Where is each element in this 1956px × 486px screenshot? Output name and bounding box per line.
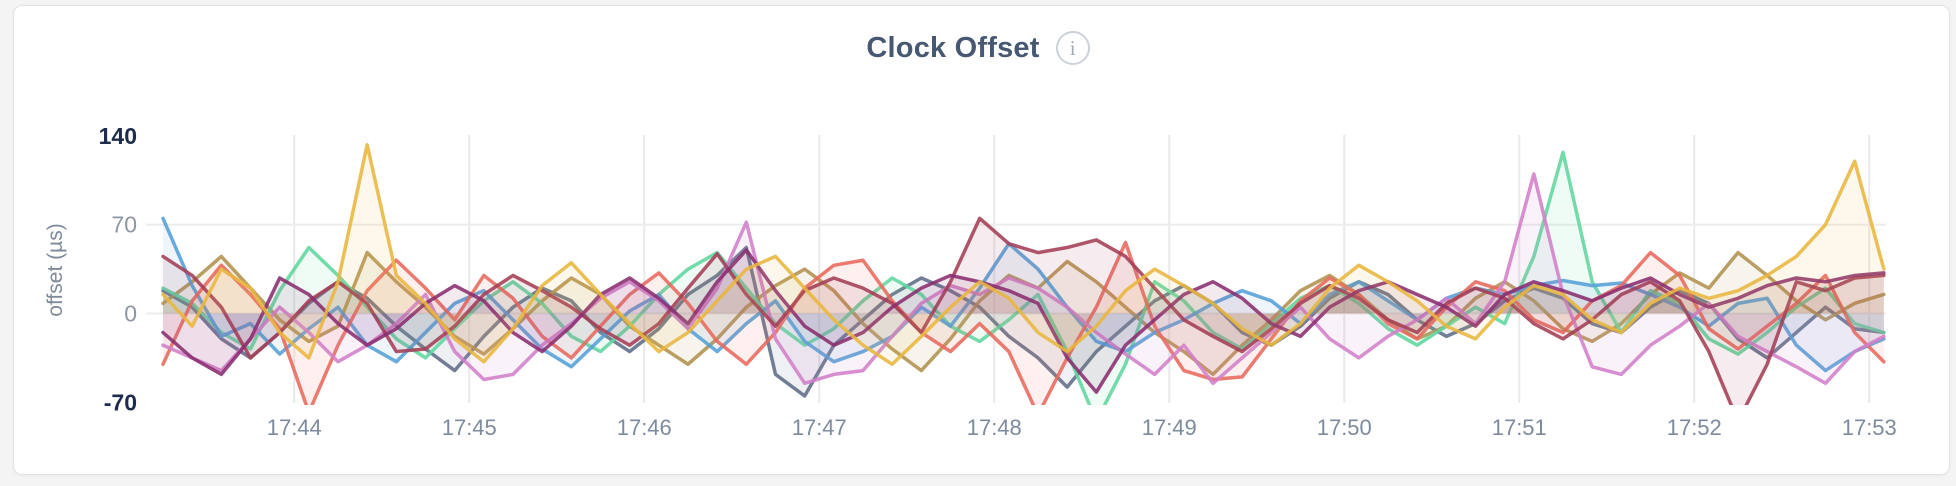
series-6-line — [161, 172, 1886, 386]
series-9-line — [161, 143, 1886, 366]
series-9-area — [163, 144, 1884, 365]
chart-title: Clock Offset — [866, 31, 1040, 64]
series-8-line — [161, 248, 1886, 394]
x-tick-17:53: 17:53 — [1842, 415, 1897, 440]
y-tick--70: -70 — [104, 389, 137, 415]
series-7-line — [161, 216, 1886, 405]
y-tick-0: 0 — [124, 301, 137, 327]
series-7-area — [163, 218, 1884, 405]
series-1-area — [163, 247, 1884, 396]
series-1-line — [161, 245, 1886, 398]
chart-plot-area[interactable] — [148, 130, 1888, 405]
x-tick-17:44: 17:44 — [267, 415, 322, 440]
x-tick-17:51: 17:51 — [1492, 415, 1547, 440]
series-3-area — [163, 152, 1884, 405]
info-icon[interactable]: i — [1055, 31, 1090, 65]
series-6-area — [163, 173, 1884, 384]
series-8-area — [163, 250, 1884, 393]
x-tick-17:49: 17:49 — [1142, 415, 1197, 440]
series-4-line — [161, 216, 1886, 373]
x-tick-17:52: 17:52 — [1667, 415, 1722, 440]
series-5-area — [163, 242, 1884, 405]
y-tick-140: 140 — [99, 123, 137, 149]
x-tick-17:45: 17:45 — [442, 415, 497, 440]
x-tick-17:47: 17:47 — [792, 415, 847, 440]
clock-offset-card — [13, 5, 1950, 475]
x-tick-17:48: 17:48 — [967, 415, 1022, 440]
chart-header: Clock Offset i — [0, 26, 1956, 70]
x-tick-17:50: 17:50 — [1317, 415, 1372, 440]
info-icon-glyph: i — [1069, 35, 1076, 60]
x-tick-17:46: 17:46 — [617, 415, 672, 440]
y-tick-70: 70 — [111, 212, 137, 238]
